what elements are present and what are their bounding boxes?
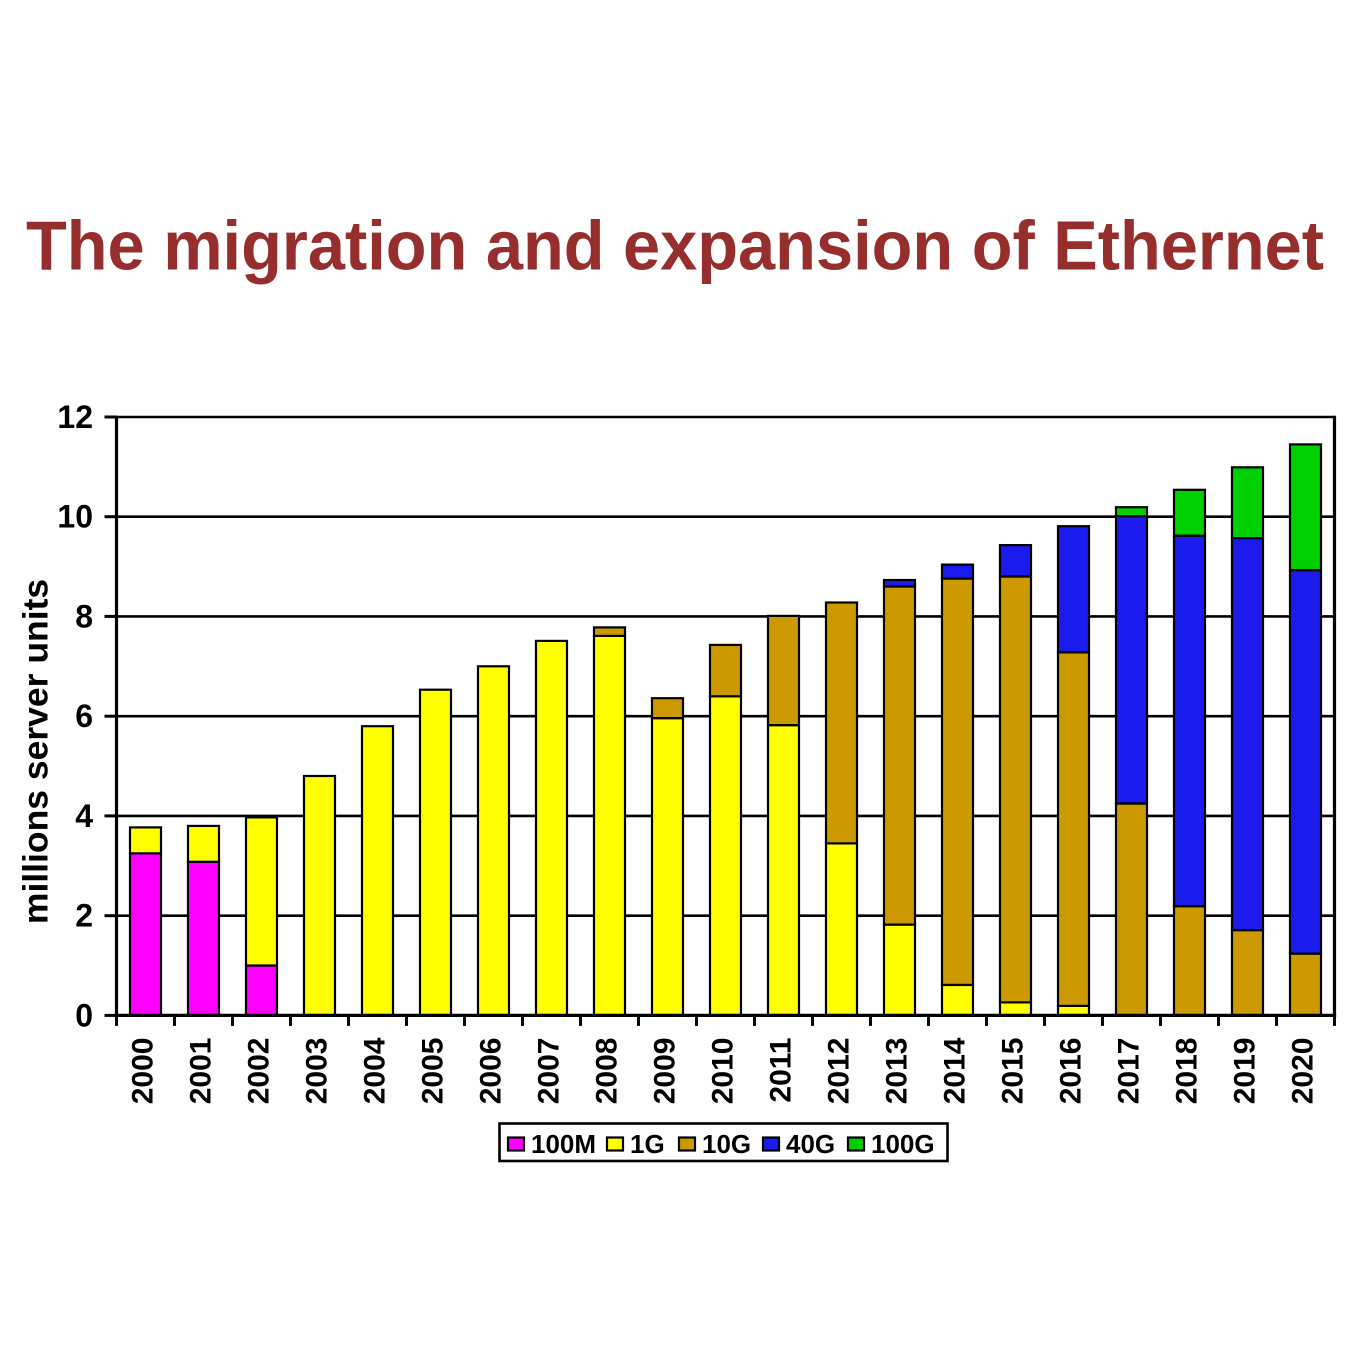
svg-text:100M: 100M [531,1129,596,1159]
svg-text:1G: 1G [630,1129,665,1159]
svg-text:2007: 2007 [533,1038,566,1105]
svg-text:2: 2 [75,898,93,934]
svg-text:2003: 2003 [301,1038,334,1105]
svg-text:12: 12 [57,399,93,435]
svg-text:2014: 2014 [939,1037,972,1104]
svg-text:10G: 10G [702,1129,751,1159]
svg-text:2016: 2016 [1055,1038,1088,1105]
svg-text:millions server units: millions server units [16,579,56,924]
svg-text:2005: 2005 [417,1038,450,1105]
svg-text:4: 4 [75,798,93,834]
svg-text:2019: 2019 [1229,1038,1262,1105]
svg-text:2012: 2012 [823,1038,856,1105]
svg-text:0: 0 [75,997,93,1033]
svg-text:2008: 2008 [591,1038,624,1105]
svg-text:2004: 2004 [359,1037,392,1104]
svg-text:2017: 2017 [1113,1038,1146,1105]
svg-text:2009: 2009 [649,1038,682,1105]
svg-text:2002: 2002 [243,1038,276,1105]
svg-text:2000: 2000 [127,1038,160,1105]
svg-text:2020: 2020 [1287,1038,1320,1105]
svg-text:2018: 2018 [1171,1038,1204,1105]
svg-text:2001: 2001 [185,1038,218,1105]
svg-text:2006: 2006 [475,1038,508,1105]
svg-text:6: 6 [75,698,93,734]
svg-text:10: 10 [57,499,93,535]
svg-text:2013: 2013 [881,1038,914,1105]
svg-text:2011: 2011 [765,1038,798,1103]
svg-text:40G: 40G [786,1129,835,1159]
svg-text:8: 8 [75,598,93,634]
svg-text:2010: 2010 [707,1038,740,1105]
svg-text:The migration and expansion of: The migration and expansion of Ethernet [26,207,1324,285]
svg-text:100G: 100G [871,1129,935,1159]
svg-text:2015: 2015 [997,1038,1030,1105]
